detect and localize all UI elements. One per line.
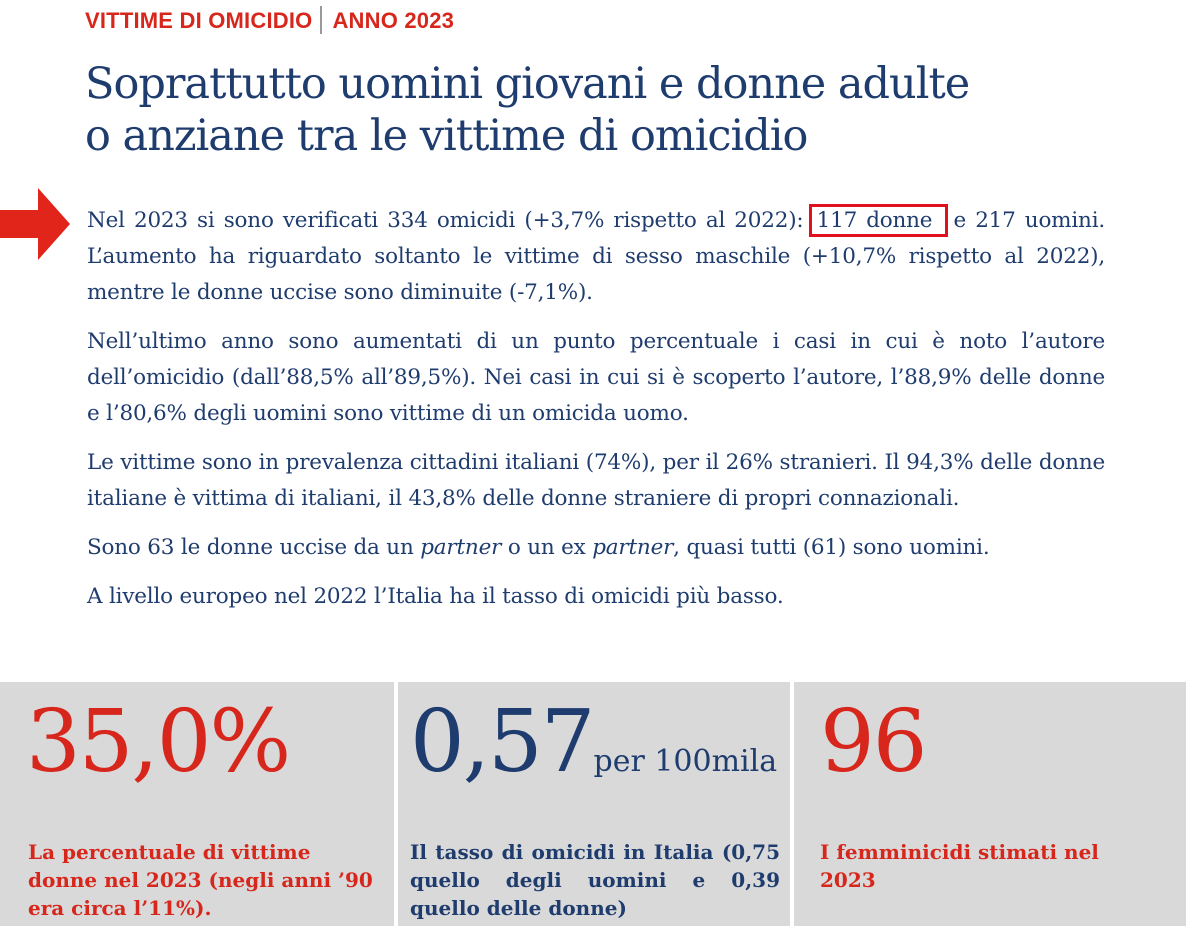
summary-text-a: Nel 2023 si sono verificati 334 omicidi … — [87, 208, 813, 233]
paragraph-partners: Sono 63 le donne uccise da un partner o … — [87, 530, 1105, 566]
stat-value: 96 — [820, 692, 927, 792]
kicker-year: ANNO 2023 — [332, 8, 455, 33]
title-line-1: Soprattutto uomini giovani e donne adult… — [85, 59, 970, 109]
partners-italic-1: partner — [420, 535, 502, 560]
title-line-2: o anziane tra le vittime di omicidio — [85, 111, 808, 161]
kicker-divider — [320, 6, 323, 34]
paragraph-europe: A livello europeo nel 2022 l’Italia ha i… — [87, 584, 784, 609]
partners-text-a: Sono 63 le donne uccise da un — [87, 535, 421, 560]
stat-caption: Il tasso di omicidi in Italia (0,75 quel… — [410, 840, 780, 920]
arrow-right-icon — [0, 188, 70, 260]
summary-text-b: e 217 uomini. L’aumento ha riguardato so… — [87, 208, 1106, 305]
stat-value: 35,0% — [26, 692, 291, 792]
stat-value-wrap: 0,57per 100mila — [410, 692, 777, 812]
kicker-topic: VITTIME DI OMICIDIO — [85, 8, 313, 33]
stat-panel-femicides: 96 I femminicidi stimati nel 2023 — [794, 682, 1186, 926]
stat-caption: La percentuale di vittime donne nel 2023… — [28, 840, 373, 920]
partners-text-b: o un ex — [501, 535, 593, 560]
stat-panel-homicide-rate: 0,57per 100mila Il tasso di omicidi in I… — [398, 682, 790, 926]
article-body: Nel 2023 si sono verificati 334 omicidi … — [87, 203, 1105, 628]
partners-text-c: , quasi tutti (61) sono uomini. — [673, 535, 990, 560]
paragraph-summary: Nel 2023 si sono verificati 334 omicidi … — [87, 203, 1105, 311]
section-kicker: VITTIME DI OMICIDIO ANNO 2023 — [85, 6, 454, 34]
paragraph-authors: Nell’ultimo anno sono aumentati di un pu… — [87, 329, 1105, 426]
partners-italic-2: partner — [592, 535, 674, 560]
stat-value: 0,57 — [410, 692, 595, 792]
paragraph-citizenship: Le vittime sono in prevalenza cittadini … — [87, 450, 1105, 511]
stat-caption: I femminicidi stimati nel 2023 — [820, 840, 1099, 892]
stat-unit: per 100mila — [593, 744, 778, 779]
stat-panel-female-share: 35,0% La percentuale di vittime donne ne… — [0, 682, 394, 926]
highlighted-women-count: 117 donne — [808, 204, 949, 237]
page-title: Soprattutto uomini giovani e donne adult… — [85, 58, 1085, 162]
